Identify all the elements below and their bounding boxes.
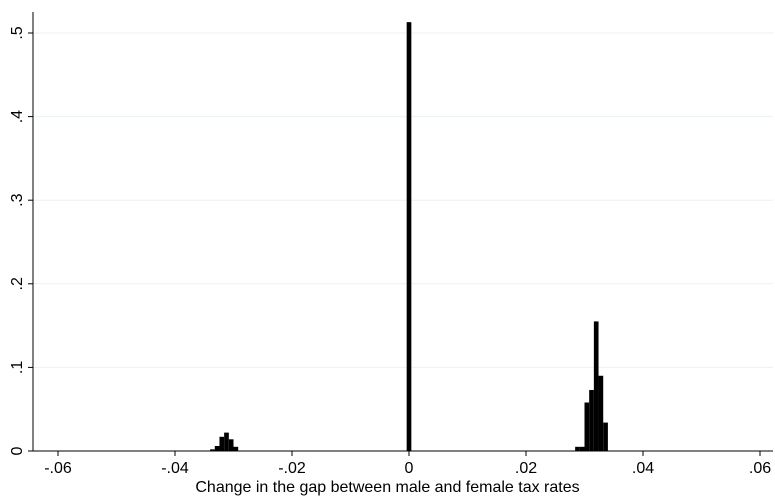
- y-gridlines: [33, 32, 773, 368]
- x-tick-label: .04: [632, 460, 654, 477]
- axes: [32, 12, 773, 452]
- histogram-bars: [210, 22, 608, 451]
- histogram-bar: [228, 439, 234, 451]
- y-tick-label: .3: [9, 193, 26, 206]
- histogram-bar: [214, 445, 220, 451]
- y-tick-label: .2: [9, 277, 26, 290]
- histogram-bar: [584, 402, 590, 451]
- y-tick-label: 0: [9, 446, 26, 455]
- x-tick-label: -.04: [161, 460, 189, 477]
- histogram-bar: [575, 446, 580, 451]
- histogram-bar: [224, 432, 229, 451]
- x-ticks: -.06 -.04 -.02 0 .02 .04 .06: [44, 451, 771, 477]
- histogram-bar: [589, 389, 594, 451]
- histogram-bar: [598, 375, 604, 451]
- x-tick-label: -.02: [278, 460, 306, 477]
- x-tick-label: -.06: [44, 460, 72, 477]
- histogram-bar: [579, 446, 585, 451]
- y-ticks: 0 .1 .2 .3 .4 .5: [9, 26, 33, 455]
- x-tick-label: .02: [515, 460, 537, 477]
- y-tick-label: .5: [9, 26, 26, 39]
- histogram-bar: [603, 422, 608, 451]
- histogram-bar: [219, 436, 225, 451]
- x-tick-label: .06: [749, 460, 771, 477]
- y-tick-label: .1: [9, 361, 26, 374]
- histogram-bar: [593, 321, 599, 451]
- histogram-bar: [210, 449, 215, 451]
- histogram-bar: [406, 22, 412, 451]
- x-tick-label: 0: [405, 460, 414, 477]
- x-axis-label: Change in the gap between male and femal…: [195, 479, 580, 496]
- y-tick-label: .4: [9, 110, 26, 123]
- histogram-bar: [233, 446, 239, 451]
